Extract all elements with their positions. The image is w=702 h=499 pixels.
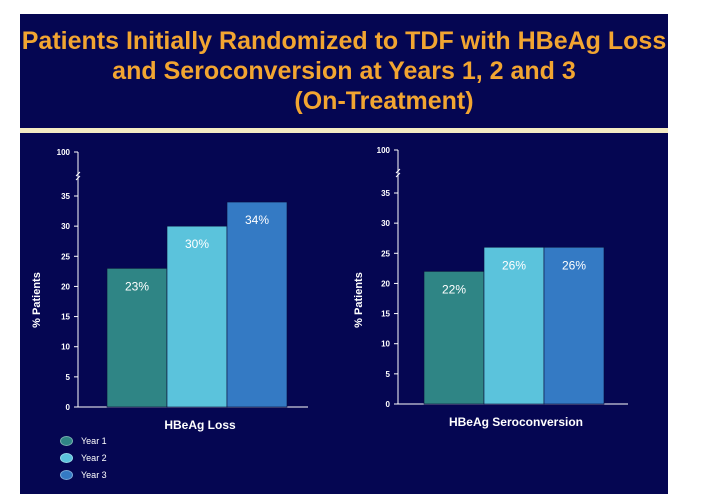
y-tick-label: 15 xyxy=(381,310,390,319)
legend-swatch xyxy=(60,452,73,463)
legend-item: Year 2 xyxy=(60,449,107,466)
slide-title: Patients Initially Randomized to TDF wit… xyxy=(20,26,668,116)
data-label: 30% xyxy=(185,237,209,251)
title-line-1: Patients Initially Randomized to TDF wit… xyxy=(21,27,667,55)
axis-break-mark xyxy=(75,171,81,181)
x-category-label: HBeAg Seroconversion xyxy=(449,415,583,429)
legend: Year 1 Year 2 Year 3 xyxy=(60,432,107,483)
y-tick-label: 100 xyxy=(377,146,391,155)
y-tick-label: 100 xyxy=(57,148,71,157)
legend-item: Year 1 xyxy=(60,432,107,449)
bar-year-2 xyxy=(483,246,545,405)
axis-break-mark xyxy=(395,168,401,178)
y-tick-label: 30 xyxy=(61,222,70,231)
y-tick-label: 5 xyxy=(386,370,391,379)
y-tick-label: 0 xyxy=(66,403,71,412)
bar-year-2 xyxy=(166,225,228,408)
y-tick-label: 35 xyxy=(61,192,70,201)
y-tick-label: 35 xyxy=(381,189,390,198)
y-tick-label: 20 xyxy=(61,282,70,291)
legend-label: Year 2 xyxy=(81,452,107,463)
data-label: 22% xyxy=(442,282,466,296)
data-label: 34% xyxy=(245,213,269,227)
legend-swatch xyxy=(60,435,73,446)
y-tick-label: 5 xyxy=(66,373,71,382)
title-divider xyxy=(20,128,668,133)
legend-item: Year 3 xyxy=(60,466,107,483)
legend-label: Year 1 xyxy=(81,435,107,446)
bar-year-1 xyxy=(423,271,485,405)
y-tick-label: 20 xyxy=(381,279,390,288)
y-tick-label: 30 xyxy=(381,219,390,228)
bar-year-1 xyxy=(106,268,168,408)
data-label: 26% xyxy=(562,258,586,272)
y-tick-label: 10 xyxy=(381,340,390,349)
y-tick-label: 10 xyxy=(61,343,70,352)
bar-year-3 xyxy=(543,246,605,405)
x-category-label: HBeAg Loss xyxy=(164,418,236,432)
data-label: 26% xyxy=(502,258,526,272)
y-axis-label: % Patients xyxy=(31,272,43,328)
title-line-2: and Seroconversion at Years 1, 2 and 3 xyxy=(112,57,576,85)
y-axis-label: % Patients xyxy=(353,272,365,328)
data-label: 23% xyxy=(125,279,149,293)
legend-swatch xyxy=(60,469,73,480)
y-tick-label: 25 xyxy=(381,249,390,258)
y-tick-label: 0 xyxy=(386,400,391,409)
bar-year-3 xyxy=(226,201,288,408)
y-tick-label: 25 xyxy=(61,252,70,261)
legend-label: Year 3 xyxy=(81,469,107,480)
title-line-3: (On-Treatment) xyxy=(294,87,474,115)
y-tick-label: 15 xyxy=(61,313,70,322)
